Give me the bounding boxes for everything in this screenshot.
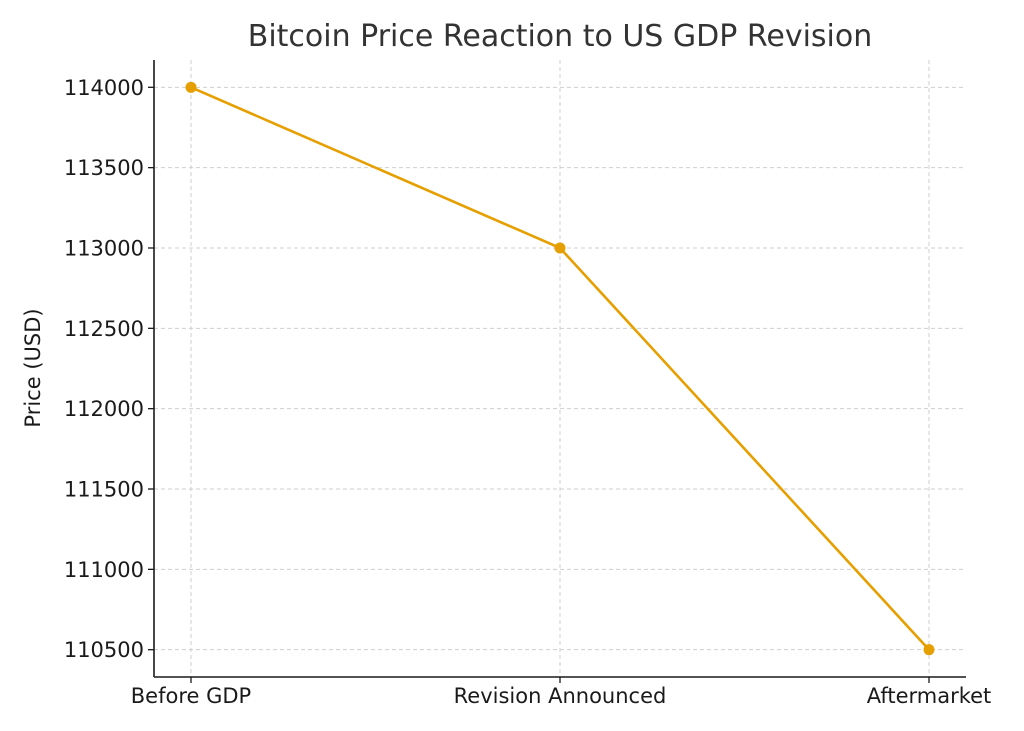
x-tick-label: Before GDP bbox=[131, 684, 251, 708]
y-tick-label: 113000 bbox=[64, 236, 144, 260]
x-tick-label: Aftermarket bbox=[867, 684, 992, 708]
y-tick-label: 113500 bbox=[64, 156, 144, 180]
y-tick-label: 111500 bbox=[64, 478, 144, 502]
y-tick-label: 111000 bbox=[64, 558, 144, 582]
y-tick-label: 112000 bbox=[64, 397, 144, 421]
chart-title: Bitcoin Price Reaction to US GDP Revisio… bbox=[248, 19, 873, 54]
grid-layer bbox=[154, 60, 966, 677]
y-axis-title: Price (USD) bbox=[21, 308, 45, 427]
data-point bbox=[554, 242, 566, 254]
data-point bbox=[923, 644, 935, 656]
y-tick-label: 112500 bbox=[64, 317, 144, 341]
series-layer bbox=[185, 81, 935, 656]
y-tick-label: 110500 bbox=[64, 638, 144, 662]
y-tick-label: 114000 bbox=[64, 76, 144, 100]
x-tick-label: Revision Announced bbox=[454, 684, 667, 708]
axes-layer: 110500 111000 111500 112000 112500 113000 1135… bbox=[64, 60, 991, 708]
data-point bbox=[185, 81, 197, 93]
